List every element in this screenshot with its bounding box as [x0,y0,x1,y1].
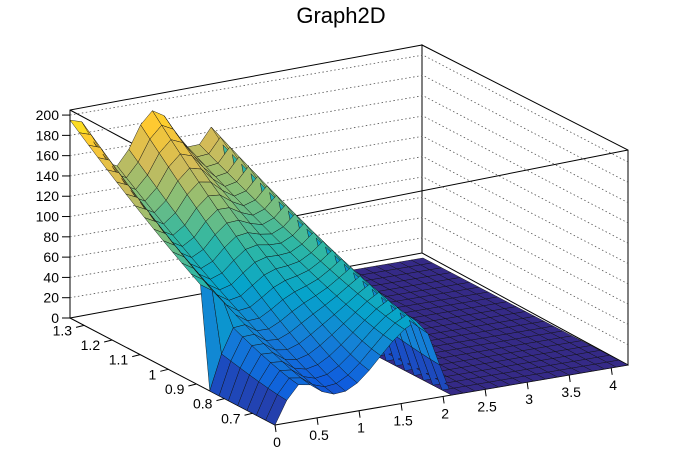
z-gridline-6 [69,135,629,244]
z-tick-label: 100 [36,209,60,225]
z-tick-label: 180 [36,127,60,143]
axis-ticks: 0 20 40 60 80 100 120 140 160 180 200 0 0.5 1 1.5 2 2.5 3… [36,107,618,450]
y-tick-mark [160,368,169,372]
surface-cell [606,359,629,368]
z-gridline-8 [69,95,629,204]
top-front-edge-right [274,149,629,221]
y-tick-label: 0.8 [193,396,213,412]
z-tick-label: 200 [36,107,60,123]
chart-title: Graph2D [296,3,385,28]
x-tick-label: 1.5 [393,413,413,429]
y-tick-mark [188,383,197,387]
x-tick-mark [442,396,445,404]
x-tick-label: 0 [273,434,281,450]
y-tick-mark [104,339,113,343]
y-tick-mark [216,398,225,402]
z-tick-label: 60 [43,249,59,265]
z-gridline-7 [69,115,629,224]
z-gridlines [69,54,629,346]
x-tick-label: 0.5 [309,427,329,443]
x-tick-mark [316,417,319,425]
x-tick-mark [610,367,613,375]
y-tick-mark [244,412,253,416]
z-gridline-2 [69,216,629,325]
y-tick-label: 1.3 [53,322,73,338]
z-tick-label: 0 [51,310,59,326]
z-gridline-9 [69,74,629,183]
z-gridline-3 [69,196,629,305]
z-tick-label: 80 [43,229,59,245]
z-gridline-5 [69,156,629,264]
x-tick-mark [274,424,277,433]
z-gridline-10 [69,54,629,163]
y-tick-mark [132,354,141,358]
x-tick-label: 1 [357,420,365,436]
y-tick-label: 0.9 [165,381,185,397]
y-tick-label: 1 [148,366,156,382]
z-tick-label: 140 [36,168,60,184]
y-tick-mark [75,324,85,328]
z-tick-label: 160 [36,148,60,164]
y-tick-label: 0.7 [221,410,241,426]
y-tick-label: 1.2 [81,337,101,353]
z-tick-label: 120 [36,188,60,204]
z-gridline-4 [69,176,629,285]
z-tick-label: 40 [43,269,59,285]
z-gridline-1 [69,237,629,346]
x-tick-label: 3 [525,391,533,407]
x-tick-mark [400,403,403,411]
x-tick-label: 3.5 [561,384,581,400]
y-tick-label: 1.1 [109,352,129,368]
x-tick-label: 4 [609,377,617,393]
x-tick-label: 2 [441,405,449,421]
x-tick-mark [484,389,487,397]
x-tick-mark [526,382,529,390]
x-tick-label: 2.5 [477,398,497,414]
surface-mesh [69,110,629,426]
z-tick-label: 20 [43,290,59,306]
x-tick-mark [568,374,571,383]
x-tick-mark [358,410,361,418]
